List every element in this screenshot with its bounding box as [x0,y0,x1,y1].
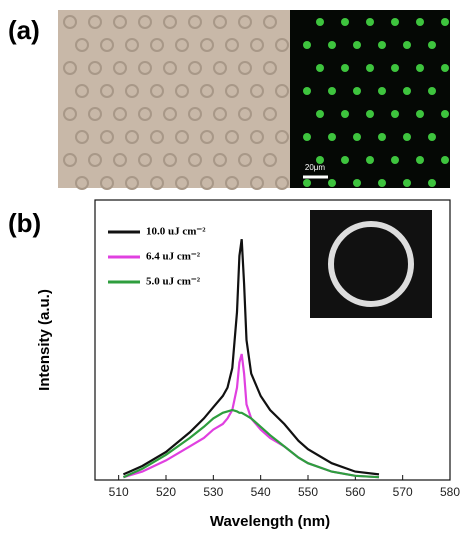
disk [403,179,411,187]
disk [303,87,311,95]
disk [353,133,361,141]
disk [416,18,424,26]
disk [441,18,449,26]
disk [328,87,336,95]
disk [378,133,386,141]
disk [441,110,449,118]
disk [303,133,311,141]
x-tick-label: 510 [109,485,129,499]
disk [416,110,424,118]
disk [428,179,436,187]
disk [441,156,449,164]
disk [316,64,324,72]
disk [391,156,399,164]
disk [366,64,374,72]
disk [403,87,411,95]
x-tick-label: 560 [345,485,365,499]
disk [366,18,374,26]
disk [428,87,436,95]
disk [403,133,411,141]
x-tick-label: 530 [203,485,223,499]
disk [341,64,349,72]
legend-label: 10.0 uJ cm⁻² [146,226,206,238]
disk [428,133,436,141]
disk [403,41,411,49]
disk [353,179,361,187]
x-axis-label: Wavelength (nm) [210,513,330,530]
disk [341,18,349,26]
disk [428,41,436,49]
disk [303,179,311,187]
disk [378,179,386,187]
disk [328,133,336,141]
disk [366,110,374,118]
disk [391,110,399,118]
legend-label: 5.0 uJ cm⁻² [146,276,201,288]
x-tick-label: 520 [156,485,176,499]
legend-label: 6.4 uJ cm⁻² [146,251,201,263]
panel-label: (b) [8,208,41,238]
y-axis-label: Intensity (a.u.) [36,289,53,391]
disk [378,41,386,49]
x-tick-label: 580 [440,485,460,499]
brightfield-image [58,10,290,188]
disk [391,64,399,72]
disk [328,41,336,49]
disk [378,87,386,95]
scale-bar-label: 20μm [305,163,326,172]
disk [341,110,349,118]
disk [353,41,361,49]
figure: (a) 20μm (b) Wavelength (nm) Intensity (… [0,0,460,533]
disk [303,41,311,49]
disk [441,64,449,72]
disk [316,18,324,26]
disk [316,110,324,118]
disk [416,156,424,164]
disk [416,64,424,72]
x-tick-label: 540 [251,485,271,499]
x-tick-label: 550 [298,485,318,499]
panel-label: (a) [8,15,40,45]
x-tick-label: 570 [393,485,413,499]
disk [328,179,336,187]
disk [353,87,361,95]
disk [391,18,399,26]
disk [341,156,349,164]
disk [366,156,374,164]
